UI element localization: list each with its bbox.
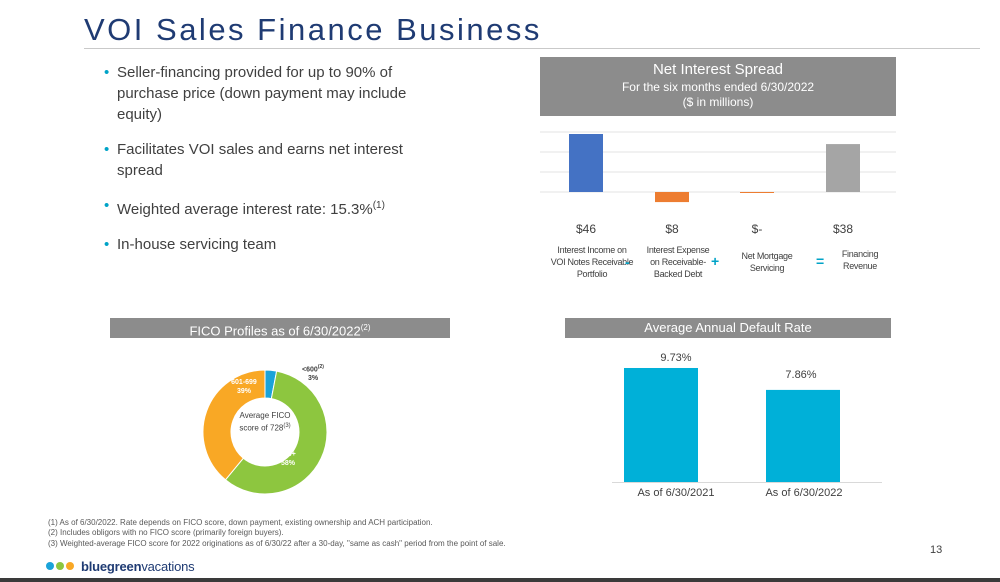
default-rate-chart: [612, 367, 882, 483]
fico-average-text: Average FICO score of 728: [239, 411, 291, 433]
slide-title: VOI Sales Finance Business: [84, 12, 542, 47]
fico-segment-name: 601-699: [231, 379, 257, 386]
default-rate-header: Average Annual Default Rate: [565, 318, 891, 338]
company-logo: bluegreenvacations: [46, 558, 195, 574]
footnote: (1) As of 6/30/2022. Rate depends on FIC…: [48, 518, 433, 527]
bullet-item: Seller-financing provided for up to 90% …: [104, 62, 434, 125]
net-interest-spread-header: Net Interest Spread For the six months e…: [540, 57, 896, 116]
default-rate-x-label: As of 6/30/2021: [637, 487, 715, 499]
nis-category-label: Interest Expense on Receivable-Backed De…: [646, 245, 710, 279]
nis-bar: [569, 134, 603, 192]
title-divider: [84, 48, 980, 49]
default-rate-x-label: As of 6/30/2022: [765, 487, 843, 499]
logo-dot-icon: [56, 562, 64, 570]
fico-slice: [202, 369, 266, 481]
nis-value-label: $38: [832, 222, 854, 236]
logo-suffix: vacations: [141, 558, 195, 574]
bullet-text: Weighted average interest rate: 15.3%: [117, 201, 373, 218]
fico-segment-pct: 3%: [307, 375, 319, 383]
nis-value-label: $8: [665, 222, 679, 236]
net-interest-spread-chart: [540, 131, 896, 203]
fico-segment-label: <600(2) 3%: [298, 363, 328, 383]
fico-header: FICO Profiles as of 6/30/2022(2): [110, 318, 450, 338]
bullet-item: Facilitates VOI sales and earns net inte…: [104, 139, 434, 181]
fico-slice: [224, 370, 328, 495]
nis-units: ($ in millions): [682, 95, 754, 109]
nis-bar: [826, 144, 860, 192]
footnote-ref: (3): [283, 423, 291, 429]
nis-bar: [740, 192, 774, 193]
default-rate-value-label: 9.73%: [660, 352, 692, 364]
bullet-list: Seller-financing provided for up to 90% …: [104, 62, 434, 269]
fico-donut-chart: [202, 369, 328, 495]
fico-center-label: Average FICO score of 728(3): [232, 410, 298, 434]
footnote: (3) Weighted-average FICO score for 2022…: [48, 539, 506, 548]
fico-segment-label: 700+ 58%: [270, 450, 306, 468]
fico-segment-name: <600: [302, 366, 318, 374]
donut-hole: [232, 399, 298, 465]
nis-category-label: Interest Income on VOI Notes Receivable …: [550, 245, 634, 279]
footnote-ref: (1): [372, 200, 385, 211]
bottom-bar: [0, 578, 1000, 582]
default-rate-value-label: 7.86%: [785, 369, 817, 381]
equals-operator: =: [816, 253, 825, 269]
page-number: 13: [930, 544, 943, 556]
nis-category-label: Financing Revenue: [841, 249, 879, 271]
bullet-item: In-house servicing team: [104, 234, 434, 255]
plus-operator: +: [711, 253, 720, 269]
logo-brand: bluegreen: [81, 558, 142, 574]
logo-dot-icon: [46, 562, 54, 570]
fico-segment-pct: 39%: [236, 388, 251, 395]
default-rate-bar: [624, 367, 698, 482]
nis-bar: [655, 192, 689, 203]
footnote-ref: (2): [360, 323, 371, 332]
bullet-text: Facilitates VOI sales and earns net inte…: [117, 141, 403, 179]
logo-text: bluegreenvacations: [81, 558, 195, 574]
nis-value-label: $-: [751, 222, 763, 236]
bullet-text: In-house servicing team: [117, 236, 277, 253]
nis-value-label: $46: [575, 222, 597, 236]
minus-operator: -: [625, 254, 630, 270]
fico-segment-name: 700+: [280, 451, 296, 458]
footnote-ref: (2): [317, 364, 324, 370]
fico-title: FICO Profiles as of 6/30/2022: [189, 323, 361, 339]
nis-category-label: Net Mortgage Servicing: [741, 251, 793, 273]
default-rate-bar: [766, 389, 840, 482]
footnote: (2) Includes obligors with no FICO score…: [48, 528, 284, 537]
bullet-text: Seller-financing provided for up to 90% …: [117, 64, 407, 123]
nis-subtitle: For the six months ended 6/30/2022: [621, 80, 815, 94]
fico-segment-label: 601-699 39%: [226, 378, 262, 396]
bullet-item: Weighted average interest rate: 15.3%(1): [104, 195, 434, 220]
fico-segment-pct: 58%: [280, 460, 295, 467]
logo-dot-icon: [66, 562, 74, 570]
nis-title: Net Interest Spread: [652, 61, 784, 78]
